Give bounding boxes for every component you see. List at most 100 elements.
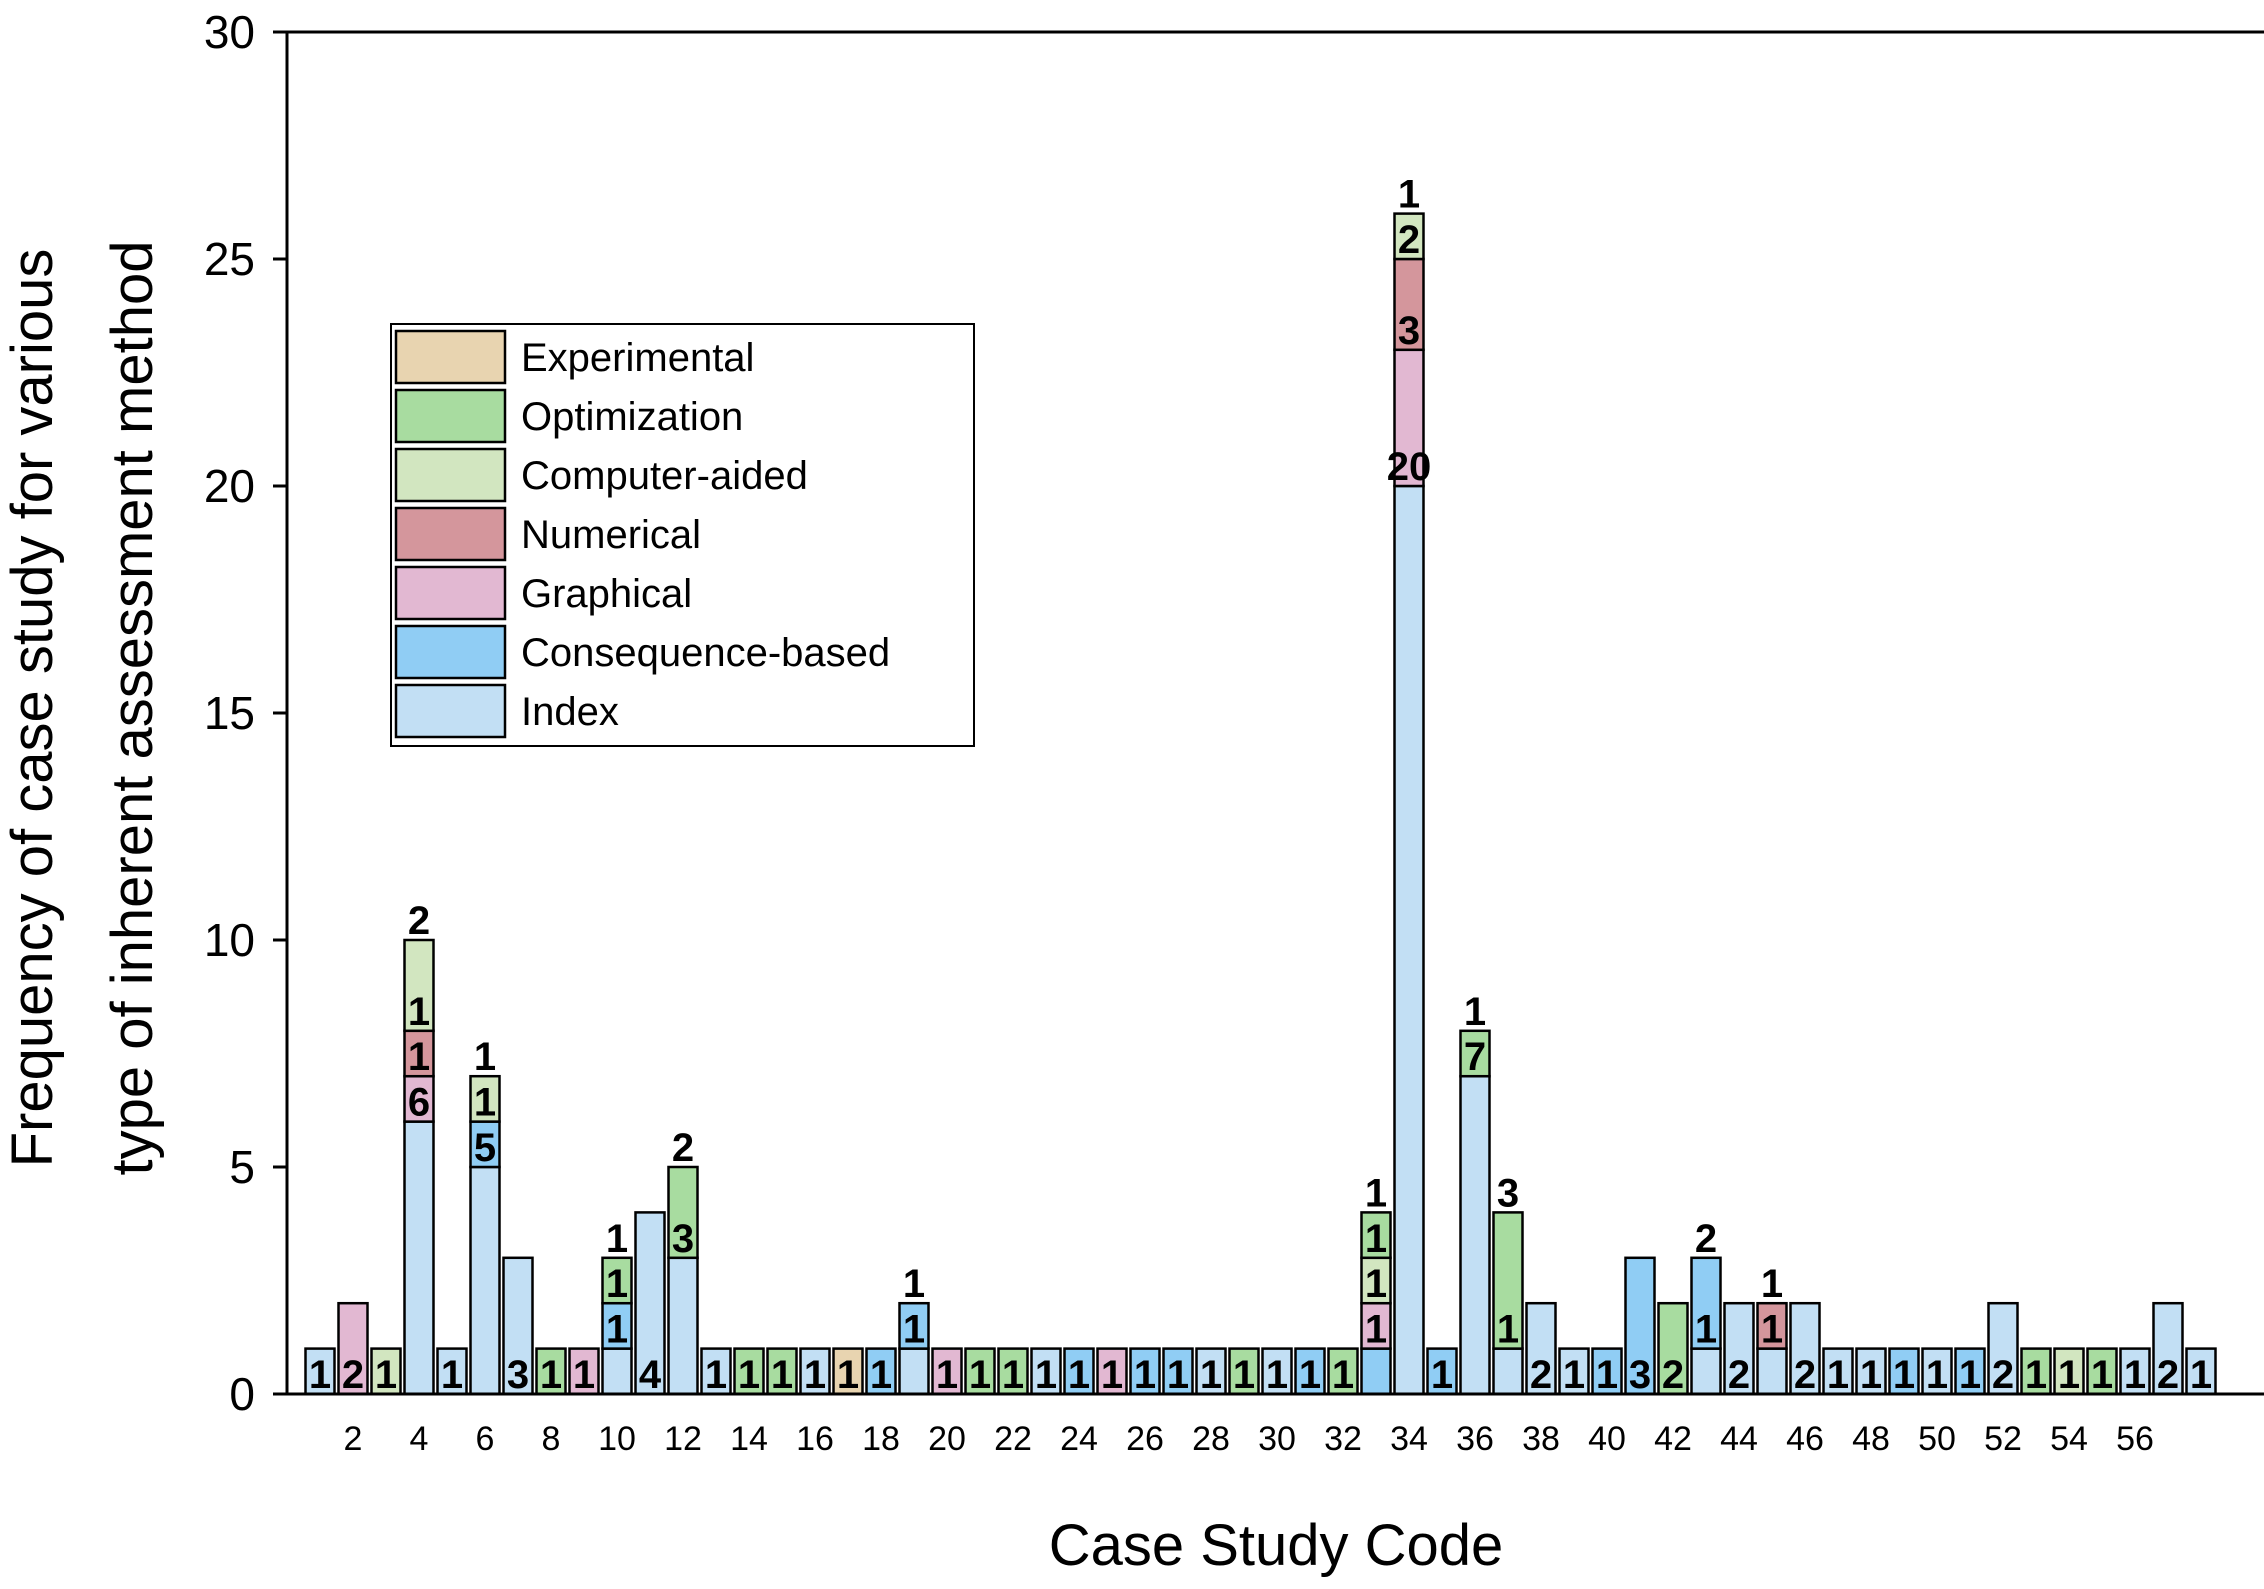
data-label: 3 (507, 1353, 529, 1397)
bar-segment-index (1558, 1347, 1590, 1396)
x-tick-label: 4 (410, 1420, 429, 1458)
bar-segment-optimization (667, 1165, 699, 1260)
bar-segment-index (1987, 1301, 2019, 1396)
bar-segment-numerical (403, 1029, 435, 1078)
x-tick-label: 22 (994, 1420, 1032, 1458)
x-tick-label: 44 (1720, 1420, 1758, 1458)
data-label: 3 (1398, 309, 1420, 353)
x-ticks: 2 4 6 8 10 12 14 16 18 20 22 24 26 28 30 32 34 36 38 40 42 44… (344, 1420, 2154, 1458)
bar-segment-numerical (1756, 1301, 1788, 1350)
data-label: 1 (1068, 1353, 1090, 1397)
x-tick-label: 34 (1390, 1420, 1428, 1458)
data-label-top: 3 (1497, 1171, 1519, 1215)
bar-segment-index (1492, 1347, 1524, 1396)
bar-segment-optimization (733, 1347, 765, 1396)
x-tick-label: 30 (1258, 1420, 1296, 1458)
data-label: 1 (1200, 1353, 1222, 1397)
bar-segment-consequence (469, 1120, 501, 1169)
x-tick-label: 54 (2050, 1420, 2088, 1458)
data-label: 1 (1959, 1353, 1981, 1397)
data-label-top: 2 (672, 1126, 694, 1170)
data-label: 1 (1266, 1353, 1288, 1397)
bar-segment-consequence (1426, 1347, 1458, 1396)
y-tick-label: 10 (204, 914, 255, 966)
bar-segment-index (1690, 1347, 1722, 1396)
x-tick-label: 36 (1456, 1420, 1494, 1458)
bar-segment-optimization (1492, 1211, 1524, 1350)
data-label: 1 (1299, 1353, 1321, 1397)
data-label-top: 1 (1761, 1262, 1783, 1306)
data-label: 1 (1596, 1353, 1618, 1397)
y-tick-label: 20 (204, 460, 255, 512)
legend-swatch-consequence (394, 624, 507, 680)
legend: Experimental Optimization Computer-aided Nu… (390, 323, 975, 747)
data-label: 1 (1167, 1353, 1189, 1397)
x-tick-label: 28 (1192, 1420, 1230, 1458)
x-axis-title: Case Study Code (1049, 1513, 1504, 1578)
y-axis-title-line-1: Frequency of case study for various (0, 249, 65, 1168)
x-tick-label: 24 (1060, 1420, 1098, 1458)
data-label: 1 (408, 1035, 430, 1079)
bar-segment-graphical (1393, 348, 1425, 488)
data-label: 1 (738, 1353, 760, 1397)
data-label: 1 (2058, 1353, 2080, 1397)
data-label: 1 (1134, 1353, 1156, 1397)
bar-segment-consequence (1624, 1256, 1656, 1396)
data-label: 6 (408, 1081, 430, 1125)
data-label: 1 (903, 1308, 925, 1352)
data-label: 1 (1431, 1353, 1453, 1397)
bar-segment-index (898, 1347, 930, 1396)
bar-segment-consequence (1129, 1347, 1161, 1396)
data-label: 1 (573, 1353, 595, 1397)
data-label: 1 (837, 1353, 859, 1397)
data-label: 2 (1530, 1353, 1552, 1397)
legend-swatch-experimental (394, 329, 507, 385)
legend-label-computer: Computer-aided (521, 454, 808, 498)
bar-segment-index (634, 1211, 666, 1396)
bar-segment-index (1756, 1347, 1788, 1396)
y-axis-title: Frequency of case study for various type… (0, 241, 165, 1176)
data-label-top: 1 (1365, 1171, 1387, 1215)
legend-label-experimental: Experimental (521, 336, 754, 380)
bar-segment-index (1789, 1301, 1821, 1396)
x-tick-label: 6 (476, 1420, 495, 1458)
legend-label-consequence: Consequence-based (521, 631, 890, 675)
data-label: 1 (1002, 1353, 1024, 1397)
data-label: 1 (1563, 1353, 1585, 1397)
bar-segment-index (601, 1347, 633, 1396)
data-label: 1 (606, 1262, 628, 1306)
data-label: 1 (1926, 1353, 1948, 1397)
data-label: 1 (2190, 1353, 2212, 1397)
x-tick-label: 52 (1984, 1420, 2022, 1458)
bar-segment-optimization (601, 1256, 633, 1305)
bar-segment-consequence (1888, 1347, 1920, 1396)
x-tick-label: 32 (1324, 1420, 1362, 1458)
bar-segment-consequence (1294, 1347, 1326, 1396)
data-label: 1 (1365, 1217, 1387, 1261)
data-label: 1 (1233, 1353, 1255, 1397)
data-label: 7 (1464, 1035, 1486, 1079)
bar-segment-computer (1393, 212, 1425, 261)
data-label: 2 (1794, 1353, 1816, 1397)
data-label: 1 (804, 1353, 826, 1397)
data-label: 5 (474, 1126, 496, 1170)
legend-label-index: Index (521, 690, 619, 734)
data-label: 1 (936, 1353, 958, 1397)
legend-label-optimization: Optimization (521, 395, 743, 439)
y-tick-label: 0 (229, 1368, 255, 1420)
data-label: 1 (408, 990, 430, 1034)
data-label: 1 (1860, 1353, 1882, 1397)
bar-segment-index (1261, 1347, 1293, 1396)
x-tick-label: 40 (1588, 1420, 1626, 1458)
data-label: 3 (672, 1217, 694, 1261)
y-tick-label: 15 (204, 687, 255, 739)
bar-segment-optimization (2020, 1347, 2052, 1396)
x-tick-label: 46 (1786, 1420, 1824, 1458)
bar-segment-graphical (931, 1347, 963, 1396)
data-label: 1 (1497, 1308, 1519, 1352)
data-label: 1 (1695, 1308, 1717, 1352)
bar-segment-graphical (337, 1301, 369, 1396)
bar-segment-index (2185, 1347, 2217, 1396)
x-tick-label: 56 (2116, 1420, 2154, 1458)
data-label-top: 1 (903, 1262, 925, 1306)
